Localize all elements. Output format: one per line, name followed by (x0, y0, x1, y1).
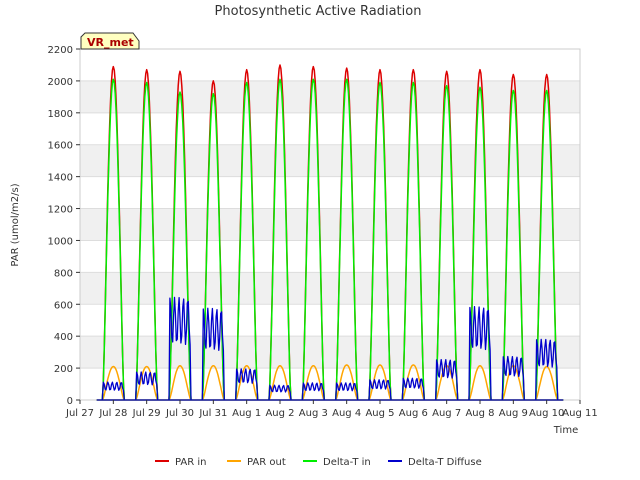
y-tick-label: 800 (54, 268, 73, 279)
legend-label: PAR in (175, 457, 206, 468)
series-day-curve (468, 364, 492, 401)
y-tick-label: 1600 (48, 141, 73, 152)
legend-label: PAR out (247, 457, 286, 468)
x-tick-label: Aug 10 (529, 408, 564, 419)
y-tick-label: 200 (54, 364, 73, 375)
x-tick-label: Aug 2 (265, 408, 294, 419)
x-tick-label: Aug 6 (399, 408, 428, 419)
y-axis-label: PAR (umol/m2/s) (10, 183, 21, 266)
background-band (80, 336, 580, 369)
y-tick-label: 2200 (48, 45, 73, 56)
y-tick-label: 1400 (48, 173, 73, 184)
x-axis-label: Time (553, 425, 578, 436)
series-day-curve (301, 382, 325, 401)
legend-label: Delta-T Diffuse (408, 457, 482, 468)
chart-title: Photosynthetic Active Radiation (215, 4, 422, 19)
background-bands (80, 80, 580, 369)
series-day-curve (335, 382, 359, 401)
series-day-curve (234, 81, 259, 401)
series-day-curve (168, 91, 192, 401)
x-tick-label: Aug 11 (562, 408, 597, 419)
background-band (80, 144, 580, 177)
y-tick-label: 400 (54, 332, 73, 343)
series-delta-t-in (96, 78, 564, 401)
series-day-curve (468, 86, 492, 401)
background-band (80, 80, 580, 113)
legend-item: PAR in (155, 457, 206, 468)
series-day-curve (535, 365, 559, 401)
legend: PAR in PAR out Delta-T in Delta-T Diffuse (155, 457, 482, 468)
series-day-curve (535, 338, 559, 401)
x-tick-label: Aug 1 (232, 408, 261, 419)
series-day-curve (268, 78, 292, 401)
x-tick-label: Aug 9 (499, 408, 528, 419)
legend-item: PAR out (227, 457, 286, 468)
series-day-curve (235, 368, 259, 401)
background-band (80, 208, 580, 241)
badge-shape (80, 32, 140, 50)
series-day-curve (235, 364, 259, 401)
series-day-curve (368, 81, 392, 401)
series-layer (96, 64, 564, 401)
series-day-curve (135, 365, 159, 401)
series-day-curve (201, 92, 226, 401)
y-tick-label: 1000 (48, 236, 73, 247)
legend-item: Delta-T Diffuse (388, 457, 482, 468)
x-tick-label: Aug 5 (365, 408, 394, 419)
series-day-curve (534, 89, 559, 401)
series-day-curve (368, 379, 392, 401)
x-tick-label: Aug 7 (432, 408, 461, 419)
series-day-curve (468, 306, 492, 401)
badge-label: VR_met (87, 36, 134, 49)
series-day-curve (501, 355, 525, 401)
background-band (80, 272, 580, 305)
series-day-curve (301, 78, 326, 401)
x-tick-label: Jul 28 (98, 408, 127, 419)
series-day-curve (134, 81, 159, 401)
x-tick-label: Jul 31 (198, 408, 227, 419)
y-tick-label: 0 (67, 396, 73, 407)
x-tick-label: Jul 29 (132, 408, 161, 419)
y-tick-label: 600 (54, 300, 73, 311)
series-day-curve (101, 381, 125, 401)
series-day-curve (401, 81, 426, 401)
series-day-curve (135, 371, 159, 401)
x-tick-label: Aug 4 (332, 408, 361, 419)
series-day-curve (168, 296, 192, 401)
y-tick-label: 1200 (48, 205, 73, 216)
y-tick-label: 1800 (48, 109, 73, 120)
legend-item: Delta-T in (303, 457, 371, 468)
series-day-curve (268, 384, 292, 401)
series-day-curve (435, 358, 459, 401)
series-day-curve (101, 78, 126, 401)
series-day-curve (335, 364, 359, 401)
series-par-out (96, 364, 564, 401)
y-tick-label: 2000 (48, 77, 73, 88)
series-day-curve (334, 78, 359, 401)
series-day-curve (401, 377, 425, 401)
y-axis-ticks: 0 200 400 600 800 1000 1200 1400 1600 1800 2000 220… (48, 45, 80, 407)
x-tick-label: Aug 3 (299, 408, 328, 419)
series-delta-t-diffuse (96, 296, 564, 401)
series-day-curve (501, 89, 526, 401)
x-axis-ticks: Jul 27 Jul 28 Jul 29 Jul 30 Jul 31 Aug 1 Aug 2… (65, 400, 598, 419)
series-day-curve (201, 307, 225, 401)
x-tick-label: Jul 30 (165, 408, 194, 419)
x-tick-label: Aug 8 (465, 408, 494, 419)
series-day-curve (268, 364, 292, 401)
x-tick-label: Jul 27 (65, 408, 94, 419)
series-day-curve (168, 364, 192, 401)
series-day-curve (201, 364, 225, 401)
series-day-curve (434, 84, 459, 401)
series-day-curve (301, 364, 325, 401)
legend-label: Delta-T in (323, 457, 371, 468)
station-badge: VR_met (80, 32, 140, 50)
